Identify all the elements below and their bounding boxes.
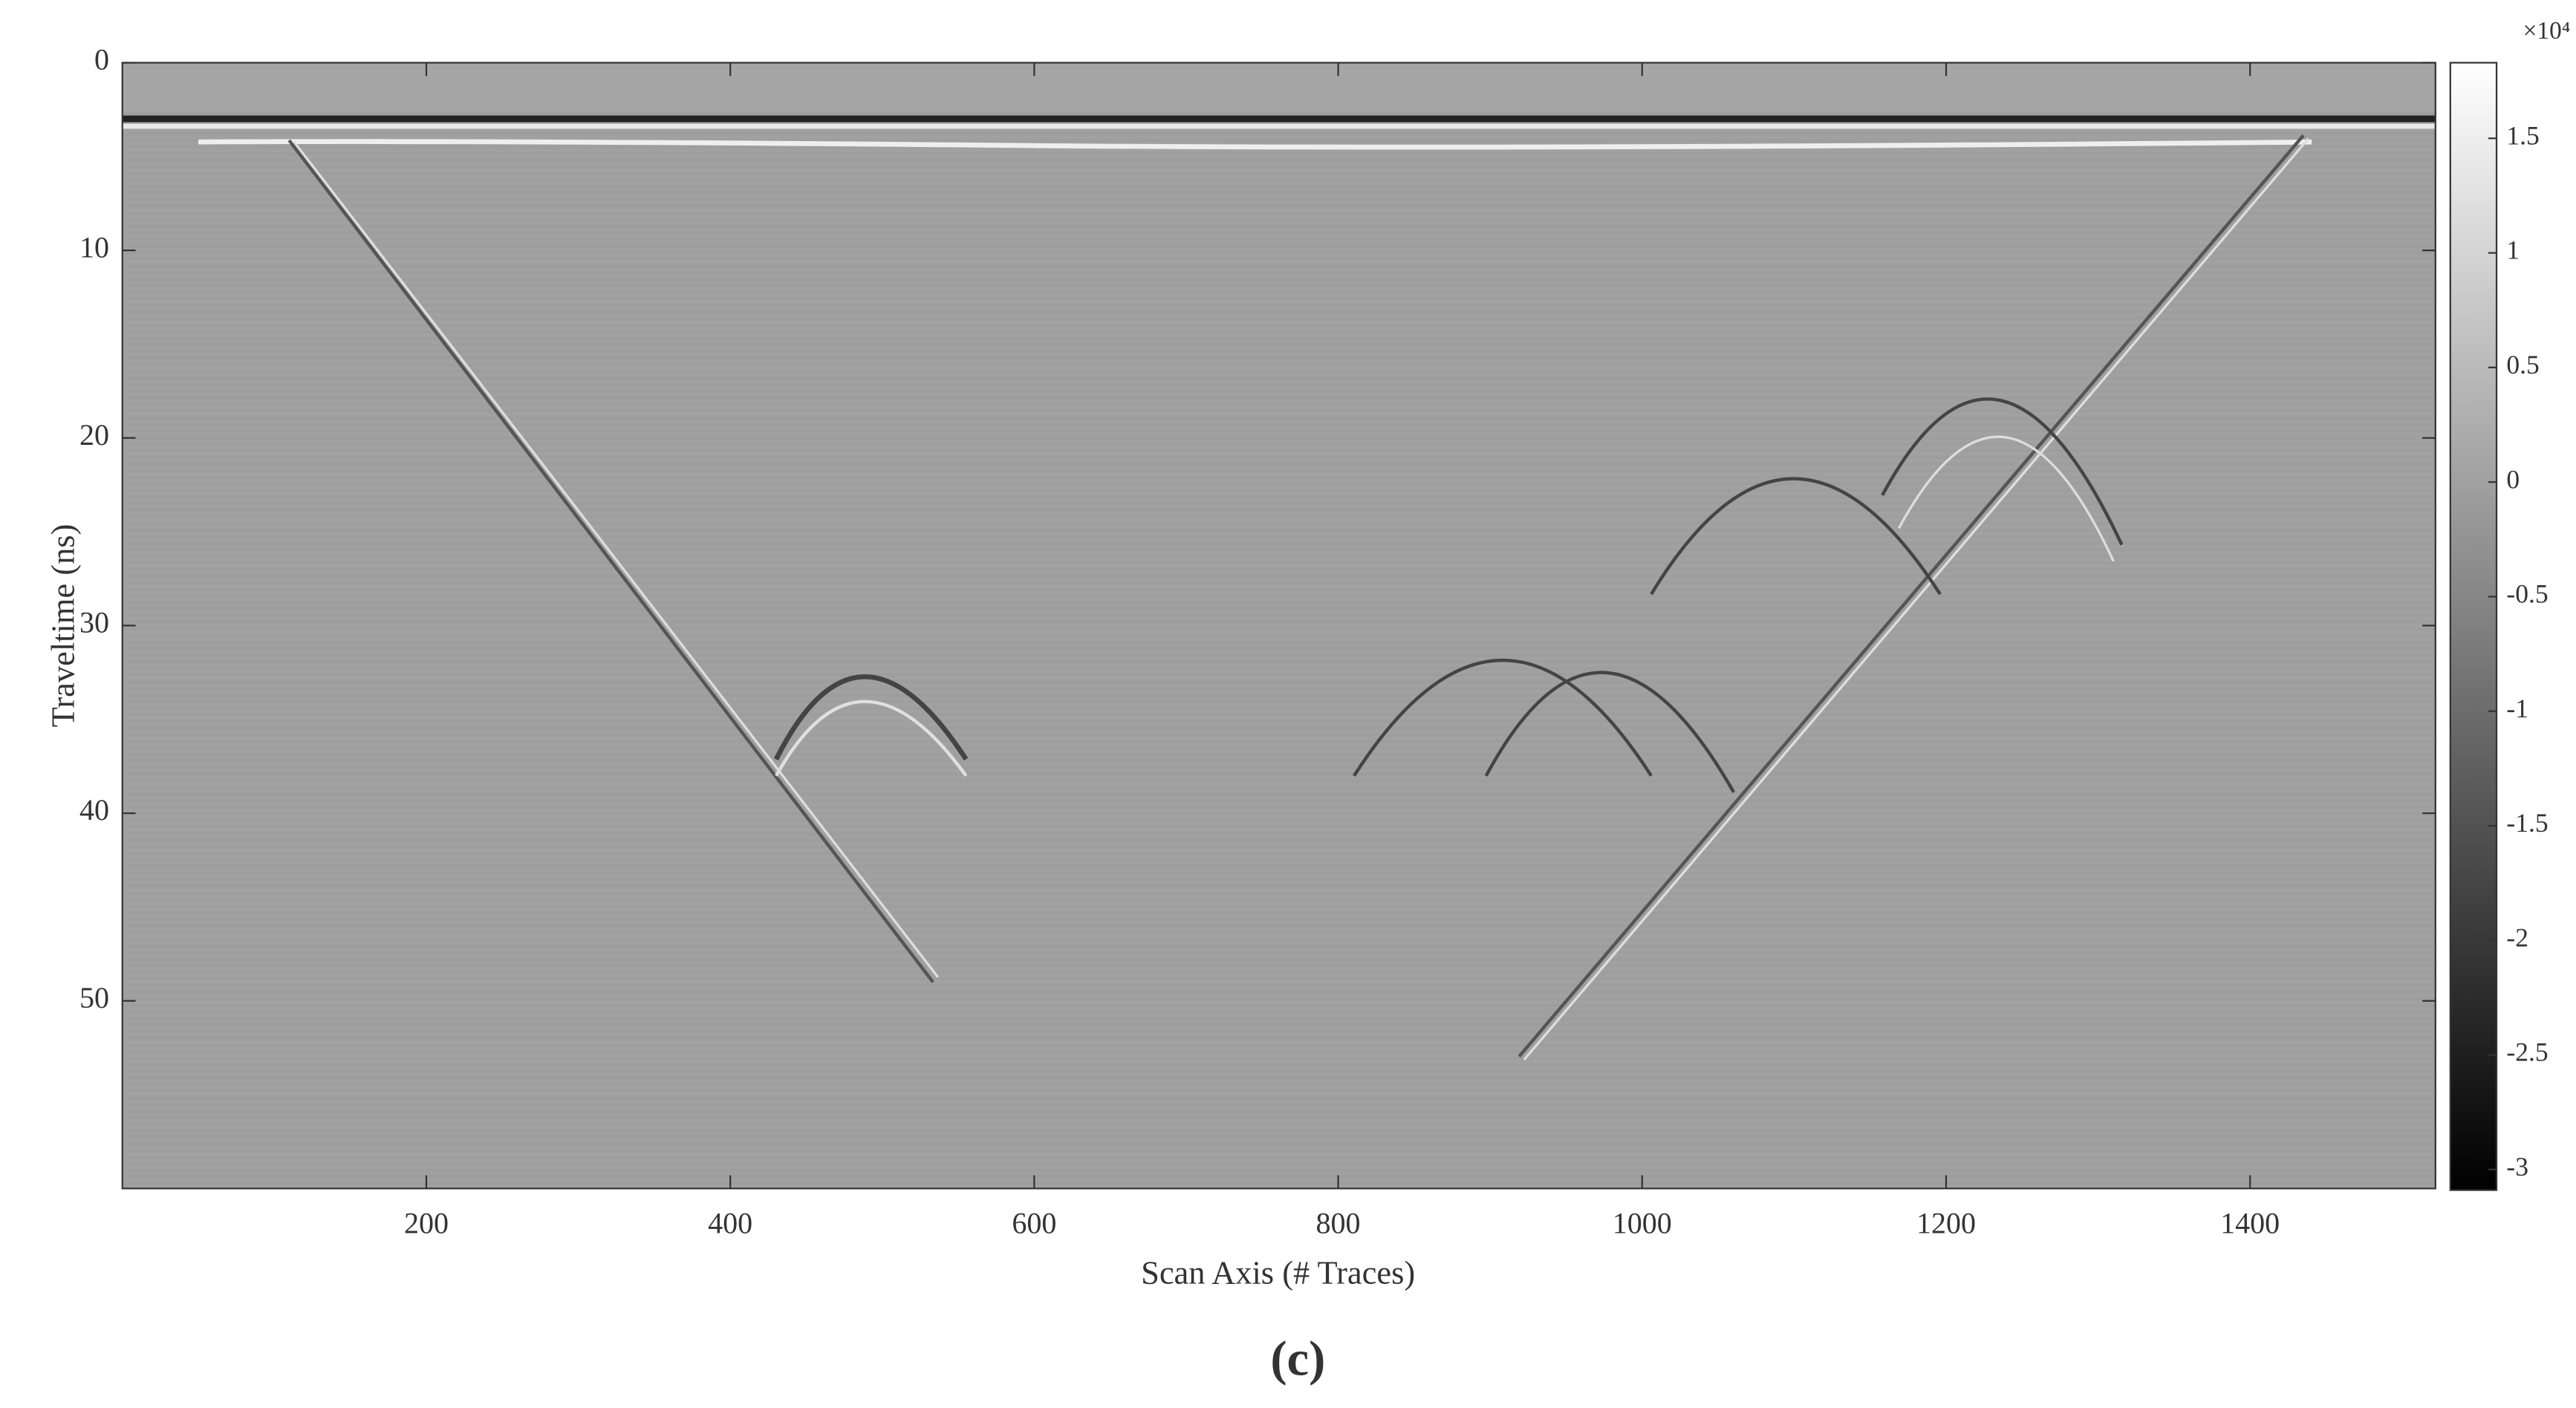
hyperbola [1353,658,1653,777]
x-tick-label: 1400 [2220,1207,2280,1240]
hyperbola [773,674,969,761]
hyperbola [1897,435,2115,562]
colorbar-tick-label: 0.5 [2506,350,2539,379]
air-layer [122,62,2436,113]
colorbar [2449,62,2498,1191]
y-tick-label: 50 [79,981,109,1014]
radargram-fill [122,62,2436,1189]
x-tick-label: 1000 [1613,1207,1672,1240]
colorbar-tick-label: -2.5 [2506,1037,2548,1067]
hyperbola [1650,477,1942,596]
x-tick-label: 200 [404,1207,449,1240]
x-tick-label: 800 [1316,1207,1361,1240]
colorbar-multiplier: ×10⁴ [2523,17,2571,45]
y-axis-label: Traveltime (ns) [44,524,81,728]
colorbar-tick-label: -3 [2506,1152,2528,1182]
direct-wave [1518,134,2305,1057]
radargram [122,62,2436,1189]
x-tick-label: 1200 [1916,1207,1976,1240]
colorbar-tick-label: -1.5 [2506,808,2548,838]
x-tick-label: 600 [1012,1207,1056,1240]
colorbar-tick-label: -2 [2506,922,2528,952]
colorbar-tick-label: -0.5 [2506,579,2548,609]
hyperbola [775,700,968,777]
colorbar-tick-label: 1 [2506,235,2520,265]
y-tick-label: 40 [79,793,109,827]
direct-wave [293,141,940,978]
x-tick-label: 400 [708,1207,752,1240]
hyperbola [1484,671,1736,794]
caption: (c) [1270,1332,1325,1386]
y-tick-label: 0 [94,43,109,76]
surface-light [122,123,2436,129]
surface-dark [122,115,2436,123]
direct-wave [1523,137,2309,1061]
x-axis-label: Scan Axis (# Traces) [1141,1254,1415,1291]
hyperbola [1881,397,2124,546]
y-tick-label: 10 [79,230,109,264]
colorbar-tick-label: -1 [2506,694,2528,723]
colorbar-tick-label: 1.5 [2506,120,2539,150]
direct-wave [287,139,934,983]
colorbar-tick-label: 0 [2506,464,2520,494]
y-tick-label: 30 [79,606,109,639]
surface-reflection [198,139,2312,150]
y-tick-label: 20 [79,418,109,452]
